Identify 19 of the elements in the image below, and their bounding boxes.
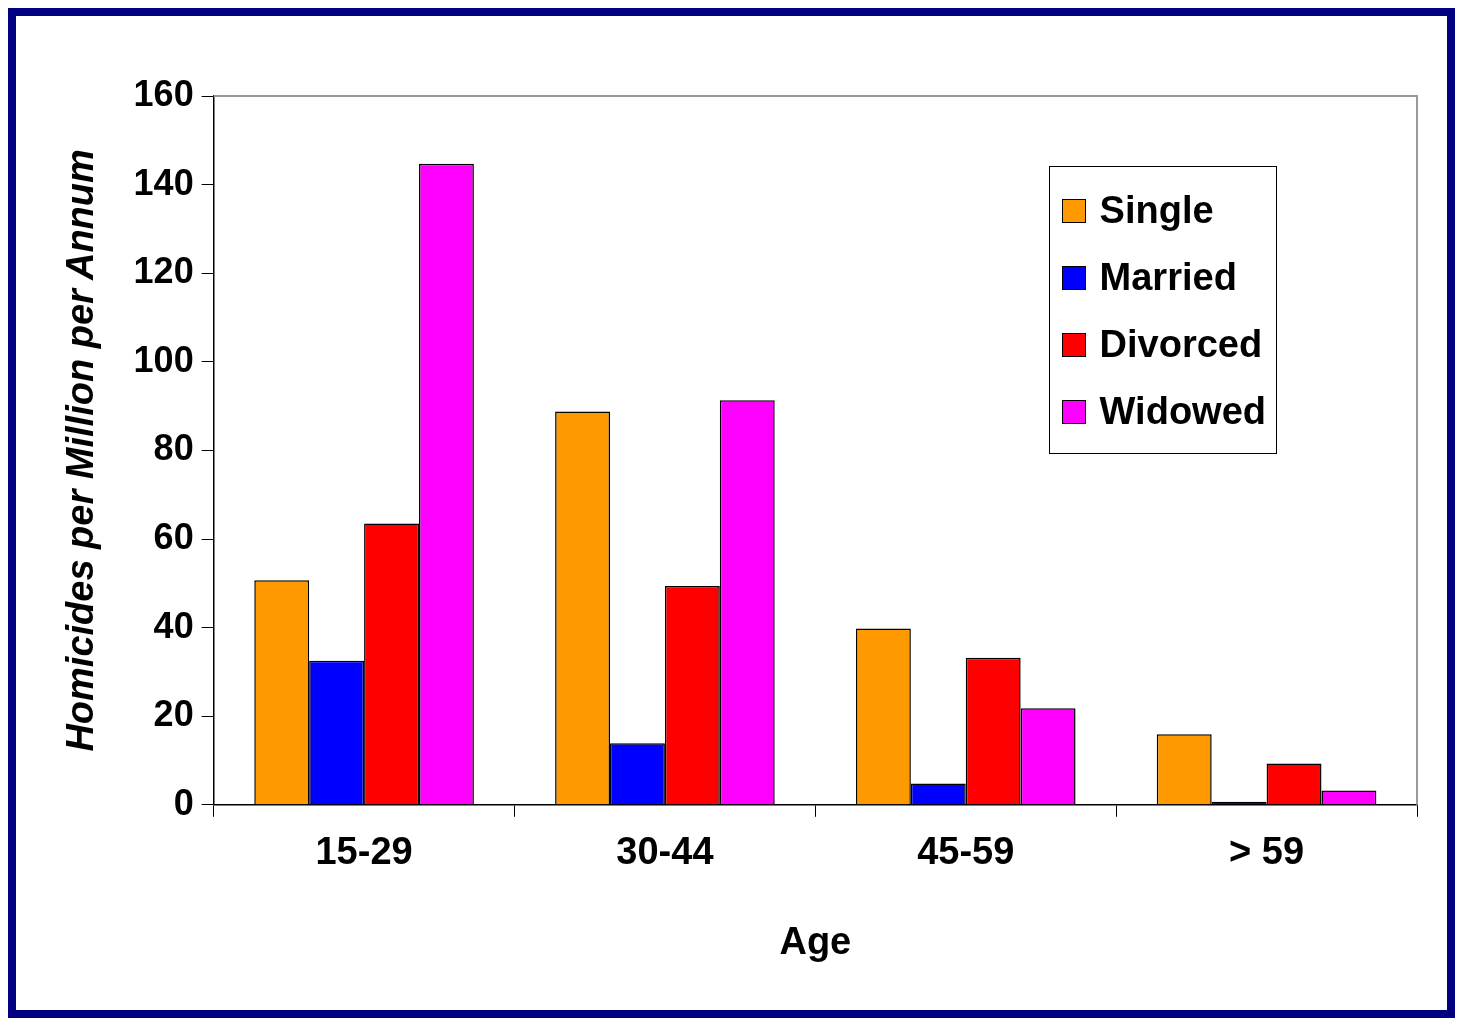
- y-tick-label: 60: [153, 515, 194, 557]
- legend-label: Married: [1099, 256, 1237, 299]
- x-tick-label: > 59: [1229, 830, 1305, 873]
- y-axis-title: Homicides per Million per Annum: [59, 149, 102, 752]
- y-tick-label: 160: [133, 72, 194, 114]
- x-axis-title: Age: [779, 919, 852, 962]
- y-tick-label: 140: [133, 161, 194, 203]
- x-tick-label: 45-59: [917, 830, 1015, 873]
- x-tick-label: 30-44: [616, 830, 714, 873]
- legend-label: Widowed: [1099, 390, 1266, 433]
- x-tick-label: 15-29: [315, 830, 413, 873]
- y-tick-label: 80: [153, 427, 194, 469]
- y-tick-label: 20: [153, 693, 194, 735]
- legend-label: Single: [1099, 189, 1214, 232]
- y-tick-label: 120: [133, 250, 194, 292]
- y-tick-label: 40: [153, 604, 194, 646]
- legend-label: Divorced: [1099, 323, 1263, 366]
- y-tick-label: 100: [133, 338, 194, 380]
- y-tick-label: 0: [173, 781, 194, 823]
